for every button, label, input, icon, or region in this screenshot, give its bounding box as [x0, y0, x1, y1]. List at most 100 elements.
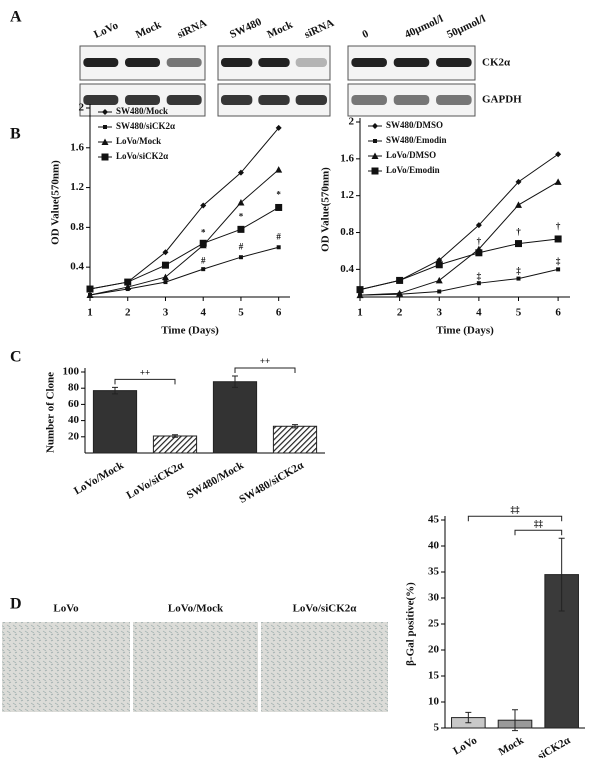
y-tick-label: 35	[428, 566, 440, 578]
x-tick-label: 2	[397, 307, 403, 319]
band	[125, 58, 160, 67]
row-label: GAPDH	[482, 94, 522, 106]
point	[124, 283, 132, 291]
point	[515, 178, 522, 185]
point	[102, 109, 108, 115]
y-tick-label: 5	[434, 722, 440, 734]
point	[101, 138, 109, 145]
error-bar	[512, 709, 518, 732]
band	[83, 58, 119, 67]
panel-label: A	[10, 9, 22, 26]
band	[351, 58, 387, 67]
annotation: ‡	[556, 256, 561, 266]
band	[436, 58, 472, 67]
photo	[261, 622, 388, 712]
point	[275, 124, 282, 131]
x-axis-label: Time (Days)	[436, 325, 494, 337]
point	[86, 285, 94, 293]
point	[371, 167, 379, 175]
bracket	[114, 378, 176, 385]
annotation: †	[516, 227, 521, 237]
annotation: ‡	[516, 265, 521, 275]
x-tick-label: 1	[357, 307, 363, 319]
x-tick-label: 3	[163, 307, 169, 319]
y-tick-label: 30	[428, 592, 440, 604]
annotation: #	[239, 241, 244, 251]
bracket	[514, 529, 563, 536]
x-tick-label: 5	[238, 307, 244, 319]
point	[161, 261, 169, 269]
y-tick-label: 0.4	[340, 263, 354, 275]
annotation: *	[201, 227, 206, 237]
y-axis-label: OD Value(570nm)	[50, 160, 62, 245]
lane-label: LoVo	[92, 19, 120, 41]
band	[166, 58, 202, 67]
point	[124, 278, 132, 286]
lane-label: siRNA	[175, 17, 208, 41]
point	[276, 245, 281, 250]
lane-label: 50μmol/l	[445, 13, 487, 41]
series-line	[359, 238, 559, 291]
point	[101, 153, 109, 161]
point	[237, 169, 244, 176]
bar	[152, 435, 198, 454]
point	[275, 203, 283, 211]
point	[200, 202, 207, 209]
x-tick-label: 1	[87, 307, 93, 319]
band	[295, 58, 328, 67]
point	[475, 222, 482, 229]
lane-label: Mock	[134, 18, 164, 41]
legend-label: LoVo/Mock	[116, 136, 161, 146]
panel-label: D	[10, 596, 22, 613]
point	[396, 276, 404, 284]
bracket	[234, 367, 296, 374]
y-tick-label: 15	[428, 670, 440, 682]
legend-label: LoVo/DMSO	[386, 150, 436, 160]
bracket	[467, 515, 563, 522]
annotation: #	[276, 231, 281, 241]
series-line	[359, 268, 559, 296]
point	[437, 289, 442, 294]
lane-label: SW480	[228, 16, 264, 41]
y-axis-label: OD Value(570nm)	[320, 167, 332, 252]
error-bar	[172, 434, 178, 438]
y-tick-label: 60	[68, 398, 80, 410]
photo	[2, 622, 130, 712]
y-tick-label: 0.8	[340, 226, 354, 238]
point	[435, 261, 443, 269]
band	[393, 95, 430, 105]
band	[220, 95, 253, 105]
y-tick-label: 1.6	[70, 141, 84, 153]
bracket-label: ‡‡	[511, 504, 521, 514]
panel-label: C	[10, 349, 22, 366]
bar	[92, 390, 138, 454]
point	[356, 286, 364, 294]
series-line	[89, 207, 279, 290]
point	[435, 276, 443, 284]
point	[555, 151, 562, 158]
legend-label: SW480/Mock	[116, 106, 168, 116]
bracket-label: ‡‡	[534, 518, 544, 528]
y-tick-label: 1.6	[340, 152, 354, 164]
point	[237, 199, 245, 206]
point	[201, 267, 206, 272]
y-tick-label: 2	[79, 102, 85, 114]
lane-label: 0	[360, 28, 371, 41]
point	[238, 255, 243, 260]
x-tick-label: 4	[476, 307, 482, 319]
photo-label: LoVo	[53, 603, 79, 615]
band	[351, 95, 387, 105]
point	[516, 276, 521, 281]
y-axis-label: Number of Clone	[45, 372, 57, 453]
legend-label: SW480/siCK2α	[116, 121, 175, 131]
point	[199, 239, 207, 247]
band	[258, 95, 290, 105]
point	[161, 273, 169, 281]
bracket-label: ++	[260, 356, 270, 366]
point	[356, 291, 364, 299]
y-tick-label: 20	[68, 430, 80, 442]
point	[475, 249, 483, 257]
y-tick-label: 1.2	[340, 189, 354, 201]
annotation: †	[556, 221, 561, 231]
